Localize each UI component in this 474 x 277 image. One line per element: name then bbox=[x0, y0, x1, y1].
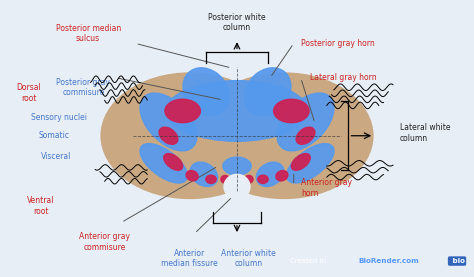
Ellipse shape bbox=[186, 171, 198, 181]
Ellipse shape bbox=[287, 143, 334, 183]
Ellipse shape bbox=[273, 99, 309, 123]
Ellipse shape bbox=[276, 171, 288, 181]
Text: Lateral gray horn: Lateral gray horn bbox=[310, 73, 377, 82]
Text: Posterior white
column: Posterior white column bbox=[208, 13, 266, 32]
Ellipse shape bbox=[140, 93, 197, 151]
Ellipse shape bbox=[292, 154, 310, 170]
Text: Somatic: Somatic bbox=[38, 131, 70, 140]
Ellipse shape bbox=[165, 99, 201, 123]
Text: BioRender.com: BioRender.com bbox=[359, 258, 419, 264]
Ellipse shape bbox=[245, 68, 291, 116]
Ellipse shape bbox=[196, 73, 373, 198]
Text: bio: bio bbox=[450, 258, 465, 264]
Text: Anterior gray
commisure: Anterior gray commisure bbox=[79, 232, 130, 252]
Ellipse shape bbox=[221, 175, 229, 183]
Ellipse shape bbox=[224, 174, 250, 199]
Ellipse shape bbox=[206, 175, 216, 183]
Text: Posterior median
sulcus: Posterior median sulcus bbox=[55, 24, 121, 43]
Ellipse shape bbox=[296, 127, 315, 144]
Text: Visceral: Visceral bbox=[41, 152, 71, 161]
Text: Sensory nuclei: Sensory nuclei bbox=[31, 113, 87, 122]
Text: Lateral white
column: Lateral white column bbox=[400, 123, 451, 143]
Text: Posterior gray horn: Posterior gray horn bbox=[301, 39, 374, 48]
Ellipse shape bbox=[190, 86, 284, 191]
Ellipse shape bbox=[230, 61, 244, 76]
Ellipse shape bbox=[166, 81, 308, 141]
Text: Anterior white
column: Anterior white column bbox=[221, 249, 276, 268]
Ellipse shape bbox=[277, 93, 334, 151]
Text: Anterior gray
horn: Anterior gray horn bbox=[301, 178, 352, 198]
Ellipse shape bbox=[190, 162, 218, 186]
Ellipse shape bbox=[164, 154, 182, 170]
Ellipse shape bbox=[159, 127, 178, 144]
Ellipse shape bbox=[256, 162, 284, 186]
Ellipse shape bbox=[183, 68, 229, 116]
Text: Ventral
root: Ventral root bbox=[27, 196, 55, 216]
Ellipse shape bbox=[258, 175, 268, 183]
Text: Created in: Created in bbox=[290, 258, 328, 264]
Ellipse shape bbox=[245, 175, 253, 183]
Ellipse shape bbox=[223, 157, 251, 175]
Text: Anterior
median fissure: Anterior median fissure bbox=[161, 249, 218, 268]
Ellipse shape bbox=[140, 143, 187, 183]
Text: Dorsal
root: Dorsal root bbox=[17, 83, 41, 103]
Ellipse shape bbox=[101, 73, 278, 198]
Text: Posterior gray
commisure: Posterior gray commisure bbox=[56, 78, 110, 97]
